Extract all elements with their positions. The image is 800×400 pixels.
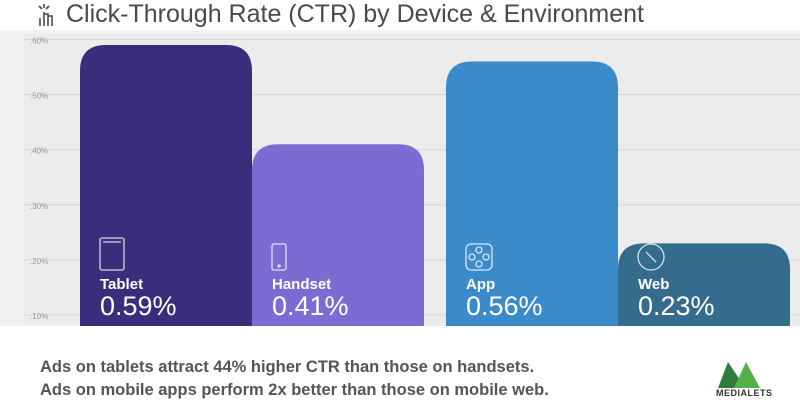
- bar-value-label: 0.41%: [272, 291, 349, 321]
- bar-value-label: 0.56%: [466, 291, 543, 321]
- bar-value-label: 0.59%: [100, 291, 177, 321]
- bar-web: [618, 243, 790, 326]
- handset-icon: [271, 243, 287, 271]
- chart-title: Click-Through Rate (CTR) by Device & Env…: [66, 0, 644, 28]
- y-tick-label: .60%: [30, 37, 48, 46]
- compass-icon: [637, 243, 665, 271]
- y-tick-label: .40%: [30, 147, 48, 156]
- logo-text: MEDIALETS: [716, 388, 773, 398]
- y-tick-label: .30%: [30, 202, 48, 211]
- insight-line: Ads on tablets attract 44% higher CTR th…: [40, 358, 535, 376]
- bar-app: [446, 61, 618, 326]
- plot-area: .10% .20% .30% .40% .50% .60% Tablet 0.59% Hand…: [24, 34, 800, 326]
- y-tick-label: .20%: [30, 257, 48, 266]
- app-icon: [465, 243, 493, 271]
- bar-value-label: 0.23%: [638, 291, 715, 321]
- medialets-logo-icon: [718, 362, 760, 388]
- footer: Ads on tablets attract 44% higher CTR th…: [0, 326, 800, 400]
- click-cursor-icon: [38, 4, 53, 26]
- bar-tablet: [80, 45, 252, 326]
- title-bar: Click-Through Rate (CTR) by Device & Env…: [0, 0, 800, 30]
- y-tick-label: .50%: [30, 92, 48, 101]
- bar-handset: [252, 144, 424, 326]
- bar-category-label: Handset: [272, 276, 332, 293]
- insight-line: Ads on mobile apps perform 2x better tha…: [40, 381, 549, 399]
- tablet-icon: [99, 237, 125, 271]
- bar-category-label: Web: [638, 276, 670, 293]
- y-tick-label: .10%: [30, 312, 48, 321]
- bar-category-label: Tablet: [100, 276, 144, 293]
- bar-category-label: App: [466, 276, 496, 293]
- bar-chart: .10% .20% .30% .40% .50% .60%: [24, 37, 800, 326]
